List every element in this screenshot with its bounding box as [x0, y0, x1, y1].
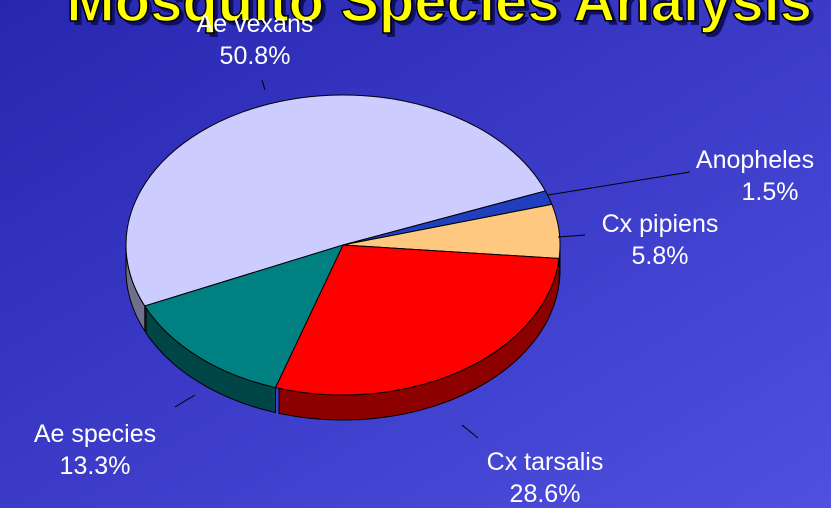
slice-value-label: 1.5% [742, 178, 799, 206]
slice-label: Cx pipiens [602, 210, 719, 238]
leader-line [261, 79, 266, 91]
leader-line [461, 424, 479, 439]
chart-title: Mosquito Species Analysis [66, 0, 812, 34]
pie-slice [143, 244, 344, 389]
slice-label: Ae vexans [197, 10, 314, 38]
leader-line [174, 394, 196, 408]
slice-label: Anopheles [696, 146, 814, 174]
title-shadow: Mosquito Species Analysis [70, 0, 816, 38]
slice-value-label: 28.6% [510, 480, 581, 508]
pie-slice [274, 244, 560, 396]
pie [125, 94, 561, 421]
leader-line [557, 234, 586, 238]
slice-label: Ae species [34, 420, 156, 448]
pie-slice [125, 94, 547, 307]
slice-value-label: 13.3% [60, 452, 131, 480]
slice-label: Cx tarsalis [487, 448, 604, 476]
leader-line [547, 171, 691, 196]
slice-value-label: 50.8% [220, 42, 291, 70]
slice-value-label: 5.8% [632, 242, 689, 270]
